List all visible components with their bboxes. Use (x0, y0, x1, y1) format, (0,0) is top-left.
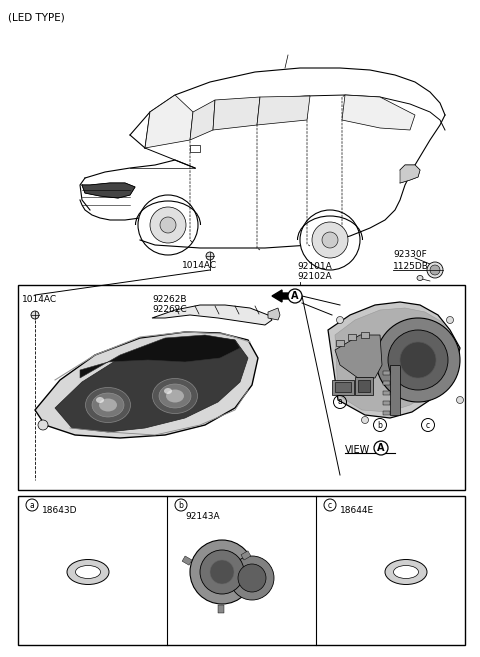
Text: VIEW: VIEW (345, 445, 370, 455)
Bar (336, 340, 344, 346)
Ellipse shape (164, 388, 172, 394)
Text: 1125DB: 1125DB (393, 262, 429, 271)
Circle shape (376, 318, 460, 402)
Bar (383, 411, 390, 415)
Bar (332, 380, 354, 395)
Circle shape (427, 262, 443, 278)
Ellipse shape (159, 384, 191, 408)
Bar (18, 285, 465, 490)
Text: A: A (377, 443, 385, 453)
Bar (358, 380, 370, 392)
Circle shape (446, 317, 454, 323)
Text: 18643D: 18643D (42, 506, 77, 515)
Polygon shape (328, 302, 460, 418)
Circle shape (430, 265, 440, 275)
Text: A: A (291, 291, 299, 301)
Text: a: a (30, 501, 35, 509)
Bar (361, 332, 369, 338)
Ellipse shape (92, 393, 124, 417)
Ellipse shape (85, 388, 131, 422)
Polygon shape (55, 336, 248, 432)
Ellipse shape (75, 566, 100, 579)
Polygon shape (82, 183, 135, 198)
Polygon shape (145, 95, 193, 148)
Circle shape (200, 550, 244, 594)
Text: b: b (179, 501, 183, 509)
Polygon shape (152, 305, 272, 325)
Circle shape (374, 441, 388, 455)
Circle shape (206, 252, 214, 260)
Polygon shape (213, 97, 260, 130)
Circle shape (288, 289, 302, 303)
Text: 92101A: 92101A (297, 262, 332, 271)
Ellipse shape (166, 390, 184, 403)
Bar (18, 496, 465, 645)
Bar (218, 605, 224, 613)
Ellipse shape (394, 566, 419, 579)
Circle shape (38, 420, 48, 430)
Circle shape (31, 311, 39, 319)
Ellipse shape (417, 275, 423, 281)
Ellipse shape (153, 378, 197, 413)
Text: 92262B: 92262B (152, 295, 187, 304)
Ellipse shape (67, 560, 109, 585)
Text: 18644E: 18644E (340, 506, 374, 515)
Polygon shape (335, 335, 382, 378)
Circle shape (160, 217, 176, 233)
Text: (LED TYPE): (LED TYPE) (8, 12, 65, 22)
Bar (383, 381, 390, 385)
Circle shape (400, 342, 436, 378)
Ellipse shape (385, 560, 427, 585)
Text: 1014AC: 1014AC (22, 295, 57, 304)
Polygon shape (272, 290, 294, 302)
Bar (355, 377, 373, 395)
Circle shape (190, 540, 254, 604)
Bar (383, 401, 390, 405)
Polygon shape (268, 308, 280, 320)
Text: 92330F: 92330F (393, 250, 427, 259)
Circle shape (456, 397, 464, 403)
Bar (182, 556, 192, 565)
Text: 92102A: 92102A (297, 272, 332, 281)
Circle shape (230, 556, 274, 600)
Text: b: b (378, 420, 383, 430)
Bar (383, 391, 390, 395)
Ellipse shape (99, 399, 117, 411)
Text: c: c (426, 420, 430, 430)
Polygon shape (342, 95, 415, 130)
Bar (335, 382, 351, 392)
Circle shape (361, 417, 369, 424)
Circle shape (150, 207, 186, 243)
Ellipse shape (96, 397, 104, 403)
Circle shape (312, 222, 348, 258)
Circle shape (210, 560, 234, 584)
Polygon shape (400, 165, 420, 183)
Polygon shape (35, 332, 258, 438)
Text: c: c (328, 501, 332, 509)
Circle shape (322, 232, 338, 248)
Polygon shape (80, 335, 240, 378)
Circle shape (238, 564, 266, 592)
Circle shape (300, 210, 360, 270)
Polygon shape (190, 145, 200, 152)
Circle shape (388, 330, 448, 390)
Text: a: a (337, 397, 342, 407)
Polygon shape (257, 96, 310, 125)
Circle shape (336, 317, 344, 323)
Text: 92262C: 92262C (152, 305, 187, 314)
Polygon shape (190, 100, 215, 140)
Bar (390, 365, 400, 415)
Polygon shape (335, 308, 455, 412)
Circle shape (138, 195, 198, 255)
Bar (383, 371, 390, 375)
Text: 1014AC: 1014AC (182, 261, 217, 270)
Text: 92143A: 92143A (185, 512, 220, 521)
Bar (241, 551, 251, 560)
Bar (348, 334, 356, 340)
